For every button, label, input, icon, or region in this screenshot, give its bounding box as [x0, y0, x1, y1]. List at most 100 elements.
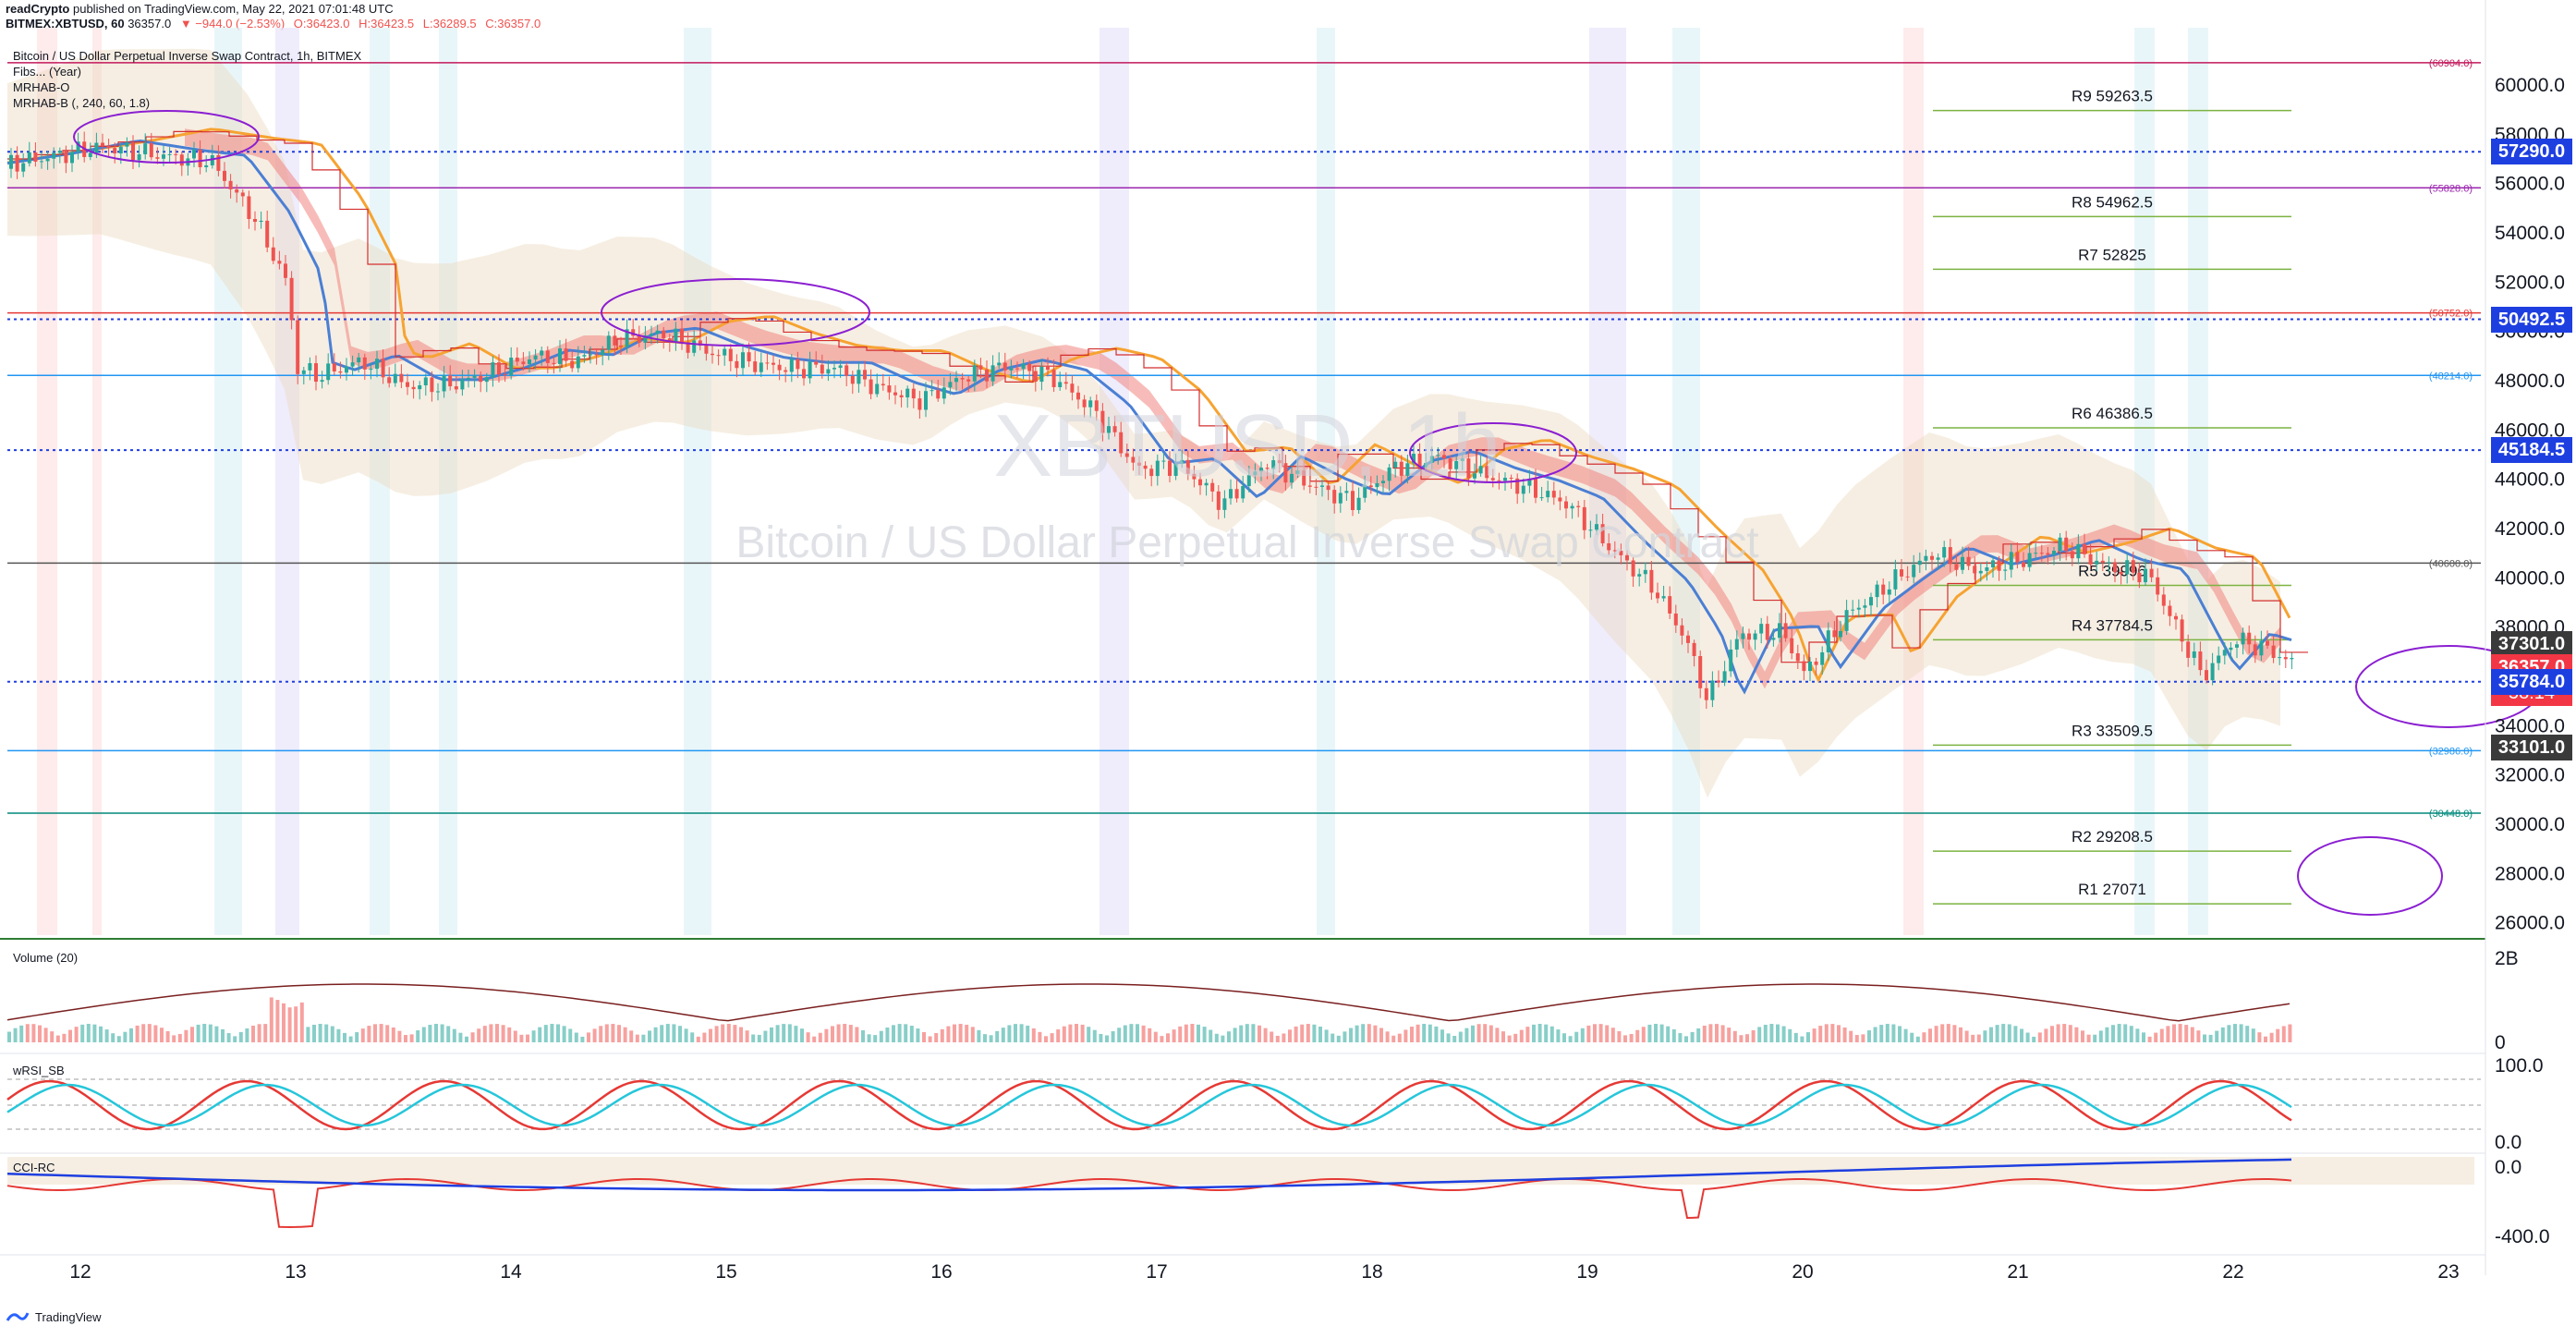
session-band: [2188, 28, 2208, 935]
volume-bar: [2227, 1025, 2231, 1042]
volume-bar: [2032, 1036, 2036, 1042]
candle-body: [1820, 651, 1825, 665]
candle-body: [1180, 459, 1185, 464]
volume-bar: [1184, 1024, 1188, 1042]
candle-body: [198, 149, 202, 167]
candle-body: [808, 361, 812, 379]
candle-body: [21, 163, 26, 172]
candle-body: [33, 152, 38, 162]
candle-body: [1551, 491, 1556, 498]
volume-bar: [2215, 1030, 2219, 1042]
candle-body: [1332, 490, 1337, 504]
candle-body: [1473, 473, 1476, 479]
footer: TradingView: [6, 1309, 102, 1324]
volume-bar: [477, 1028, 481, 1042]
volume-bar: [1251, 1024, 1256, 1042]
candle-body: [1027, 363, 1032, 371]
candle-body: [680, 328, 684, 343]
volume-bar: [580, 1036, 585, 1042]
volume-bar: [1769, 1024, 1774, 1042]
session-band: [214, 28, 242, 935]
footer-brand[interactable]: TradingView: [35, 1309, 102, 1324]
publisher-name[interactable]: readCrypto: [6, 2, 70, 16]
candle-body: [1283, 463, 1288, 483]
volume-bar: [751, 1034, 756, 1042]
candle-body: [1405, 463, 1410, 476]
volume-bar: [196, 1024, 200, 1042]
volume-bar: [428, 1025, 432, 1042]
candle-body: [393, 373, 397, 383]
candle-body: [2253, 644, 2257, 656]
candle-body: [1881, 584, 1886, 595]
volume-bar: [1915, 1036, 1920, 1042]
candle-body: [784, 370, 788, 372]
volume-bar: [379, 1024, 383, 1042]
publish-line: readCrypto published on TradingView.com,…: [6, 2, 546, 17]
volume-bar: [526, 1034, 529, 1042]
volume-bar: [1263, 1028, 1268, 1042]
volume-bar: [940, 1028, 944, 1042]
cci-pane-label: CCI-RC: [13, 1161, 55, 1174]
candle-body: [1942, 547, 1947, 558]
candle-body: [399, 373, 404, 383]
candle-body: [509, 357, 514, 376]
price-badge: 50492.5: [2491, 306, 2572, 333]
candle-body: [101, 142, 104, 147]
volume-ma-line: [6, 983, 2290, 1022]
volume-bar: [1275, 1035, 1280, 1042]
volume-bar: [1702, 1025, 1707, 1042]
volume-bar: [1318, 1026, 1322, 1042]
volume-bar: [983, 1034, 987, 1042]
candle-body: [45, 158, 50, 162]
candle-body: [1058, 382, 1063, 388]
volume-bar: [1373, 1025, 1378, 1042]
volume-bar: [599, 1026, 603, 1042]
candle-body: [1356, 497, 1361, 510]
candle-body: [2198, 651, 2203, 671]
volume-bar: [709, 1028, 712, 1042]
candle-body: [1173, 463, 1178, 476]
candle-body: [387, 377, 392, 383]
candle-body: [27, 152, 31, 164]
candle-body: [40, 161, 43, 163]
volume-bar: [1416, 1024, 1420, 1042]
volume-bar: [1940, 1024, 1945, 1042]
candle-body: [1729, 649, 1733, 672]
volume-bar: [1818, 1026, 1823, 1042]
price-tick-label: 48000.0: [2495, 371, 2565, 392]
candle-body: [1869, 597, 1873, 606]
candle-body: [1844, 610, 1849, 631]
chart-header: readCrypto published on TradingView.com,…: [6, 2, 546, 31]
candle-body: [515, 357, 519, 362]
legend-item-mrhab-o[interactable]: MRHAB-O: [13, 80, 70, 94]
candle-body: [2156, 577, 2160, 595]
volume-bar: [617, 1025, 621, 1042]
candle-body: [1271, 460, 1276, 469]
candle-body: [296, 320, 300, 374]
candle-body: [966, 379, 971, 382]
volume-bar: [897, 1024, 902, 1042]
candle-body: [1307, 485, 1312, 487]
volume-bar: [745, 1030, 749, 1042]
wrsi-signal-line: [6, 1083, 2292, 1127]
session-band: [37, 28, 57, 935]
volume-bar: [1763, 1024, 1768, 1042]
watermark-description: Bitcoin / US Dollar Perpetual Inverse Sw…: [735, 518, 1758, 567]
volume-bar: [1349, 1028, 1353, 1042]
candle-body: [1124, 453, 1129, 457]
volume-bar: [1732, 1030, 1737, 1042]
volume-bar: [1379, 1028, 1383, 1042]
volume-bar: [1659, 1024, 1664, 1042]
time-tick-label: 18: [1361, 1261, 1382, 1283]
legend-item-mrhab-b[interactable]: MRHAB-B (, 240, 60, 1.8): [13, 96, 151, 110]
volume-bar: [2251, 1028, 2255, 1042]
candle-body: [1539, 497, 1544, 499]
candle-body: [570, 360, 575, 369]
candle-body: [631, 329, 636, 336]
volume-bar: [1075, 1024, 1078, 1042]
candle-body: [1119, 432, 1124, 454]
volume-bar: [1160, 1036, 1164, 1042]
volume-bar: [343, 1032, 346, 1042]
legend-item-fibs[interactable]: Fibs... (Year): [13, 65, 81, 79]
